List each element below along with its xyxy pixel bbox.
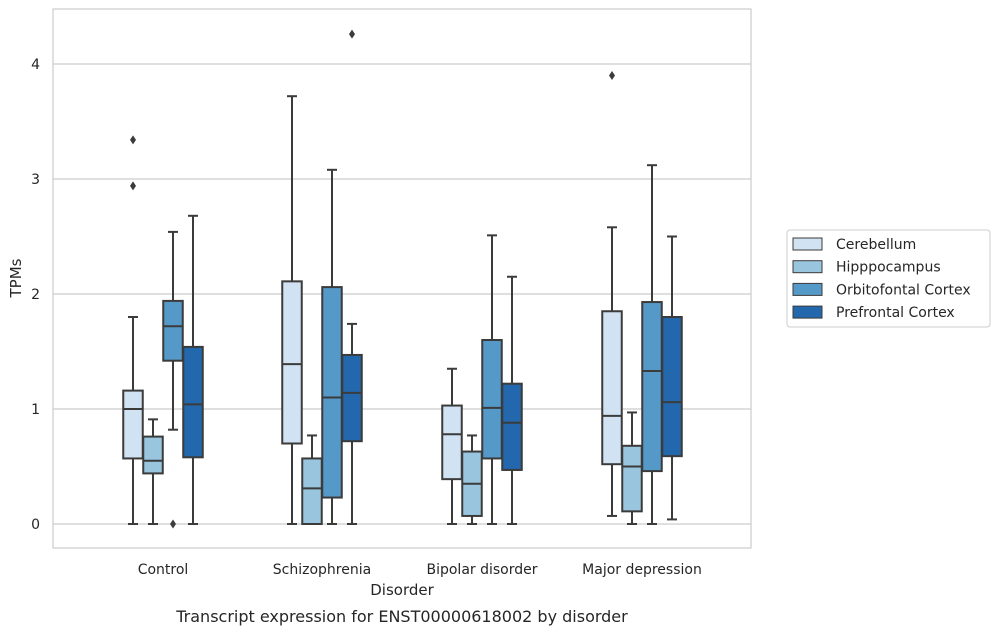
y-tick-label: 2 <box>31 287 40 303</box>
legend-swatch <box>792 237 823 251</box>
x-tick-label: Bipolar disorder <box>426 562 537 578</box>
legend-frame <box>786 229 991 328</box>
legend-label: Hipppocampus <box>836 260 941 276</box>
box-body <box>122 389 144 460</box>
x-axis-label: Disorder <box>370 581 434 599</box>
box-body <box>621 444 643 513</box>
chart-caption: Transcript expression for ENST0000061800… <box>175 607 628 626</box>
box-body <box>501 382 523 471</box>
box-body <box>641 301 663 473</box>
box-control-prefrontal-cortex <box>182 214 204 525</box>
y-tick-label: 0 <box>31 517 40 533</box>
box-body <box>601 310 623 466</box>
box-body <box>321 286 343 499</box>
legend-swatch <box>792 260 823 274</box>
outlier-point <box>130 135 136 145</box>
box-schizophrenia-cerebellum <box>281 95 303 525</box>
y-tick-labels: 0 1 2 3 4 <box>31 57 40 533</box>
box-body <box>441 404 463 481</box>
box-body <box>142 435 164 475</box>
legend-swatch <box>792 282 823 296</box>
box-major-depression-hipppocampus <box>621 411 643 525</box>
box-body <box>481 339 503 460</box>
box-schizophrenia-orbitofontal-cortex <box>321 168 343 525</box>
box-body <box>162 299 184 362</box>
outlier-point <box>609 71 615 80</box>
box-bipolar-disorder-cerebellum <box>441 367 463 525</box>
box-body <box>301 457 323 526</box>
box-bipolar-disorder-prefrontal-cortex <box>501 275 523 525</box>
x-tick-label: Control <box>138 562 189 578</box>
box-major-depression-prefrontal-cortex <box>661 235 683 521</box>
legend-label: Orbitofontal Cortex <box>836 282 971 298</box>
y-axis-label: TPMs <box>7 258 25 298</box>
outlier-point <box>170 519 176 529</box>
legend-swatch <box>792 305 823 319</box>
boxes <box>122 29 683 529</box>
y-tick-label: 3 <box>31 172 40 188</box>
box-body <box>182 345 204 459</box>
box-schizophrenia-hipppocampus <box>301 434 323 526</box>
outlier-point <box>349 29 355 39</box>
box-control-hipppocampus <box>142 418 164 525</box>
box-bipolar-disorder-orbitofontal-cortex <box>481 234 503 525</box>
box-body <box>341 353 363 443</box>
y-tick-label: 1 <box>31 402 40 418</box>
box-schizophrenia-prefrontal-cortex <box>341 29 363 525</box>
x-tick-label: Schizophrenia <box>273 562 371 578</box>
box-major-depression-orbitofontal-cortex <box>641 164 663 525</box>
box-bipolar-disorder-hipppocampus <box>461 434 483 525</box>
box-body <box>281 280 303 445</box>
plot-frame <box>52 8 752 549</box>
box-control-orbitofontal-cortex <box>162 230 184 529</box>
legend: Cerebellum Hipppocampus Orbitofontal Corte… <box>786 229 991 328</box>
box-major-depression-cerebellum <box>601 71 623 517</box>
legend-label: Prefrontal Cortex <box>836 305 955 321</box>
x-tick-labels: Control Schizophrenia Bipolar disorder Majo… <box>138 562 702 578</box>
box-body <box>661 316 683 458</box>
outlier-point <box>130 181 136 191</box>
y-tick-label: 4 <box>31 57 40 73</box>
x-tick-label: Major depression <box>582 562 702 578</box>
box-control-cerebellum <box>122 135 144 525</box>
legend-label: Cerebellum <box>836 237 916 253</box>
